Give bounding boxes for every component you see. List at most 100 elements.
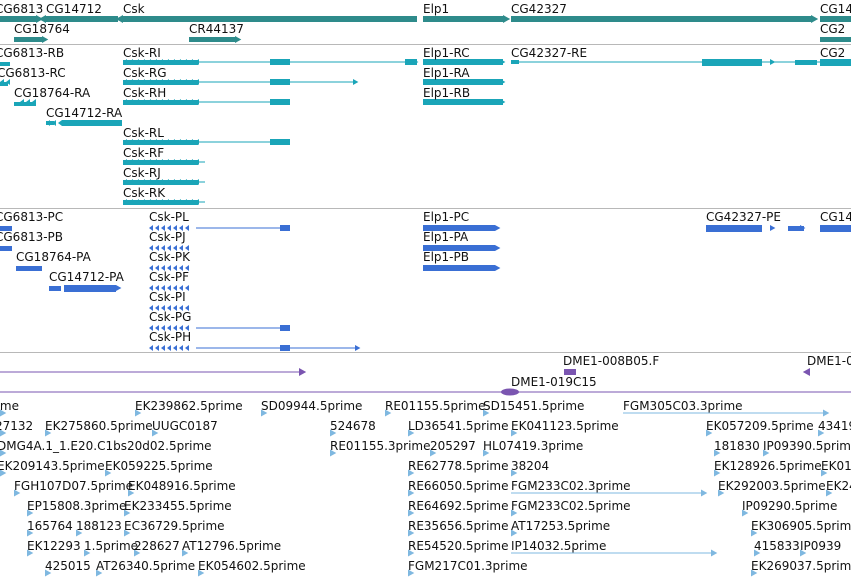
exon-block[interactable]	[706, 225, 762, 232]
exon-chevron[interactable]	[161, 345, 165, 351]
exon-chevron[interactable]	[171, 139, 175, 145]
exon-chevron[interactable]	[141, 79, 145, 85]
feature-label[interactable]: SD09944.5prime	[261, 399, 363, 413]
feature-label[interactable]: EK209143.5prime	[0, 459, 105, 473]
exon-chevron[interactable]	[26, 99, 30, 105]
exon-chevron[interactable]	[483, 265, 487, 271]
exon-chevron[interactable]	[447, 245, 451, 251]
exon-chevron[interactable]	[471, 59, 475, 65]
feature-label[interactable]: Csk	[123, 2, 145, 16]
exon-chevron[interactable]	[129, 199, 133, 205]
feature-label[interactable]: CG42327-PE	[706, 210, 781, 224]
exon-chevron[interactable]	[123, 179, 127, 185]
feature-label[interactable]: prime	[0, 399, 19, 413]
exon-block[interactable]	[270, 59, 290, 65]
exon-chevron[interactable]	[453, 59, 457, 65]
exon-chevron[interactable]	[465, 245, 469, 251]
exon-chevron[interactable]	[477, 99, 481, 105]
exon-chevron[interactable]	[423, 79, 427, 85]
exon-block[interactable]	[511, 60, 519, 64]
feature-label[interactable]: DME1-0	[807, 354, 851, 368]
feature-label[interactable]: CG18764	[14, 22, 70, 36]
exon-chevron[interactable]	[195, 159, 199, 165]
feature-label[interactable]: CG18764-PA	[16, 250, 91, 264]
exon-chevron[interactable]	[179, 245, 183, 251]
exon-chevron[interactable]	[32, 99, 36, 105]
exon-chevron[interactable]	[477, 245, 481, 251]
exon-chevron[interactable]	[129, 99, 133, 105]
feature-label[interactable]: EK041123.5prime	[511, 419, 619, 433]
feature-label[interactable]: 38204	[511, 459, 550, 473]
feature-label[interactable]: Elp1-RB	[423, 86, 471, 100]
exon-chevron[interactable]	[183, 179, 187, 185]
exon-chevron[interactable]	[155, 325, 159, 331]
exon-chevron[interactable]	[429, 79, 433, 85]
feature-label[interactable]: AT17253.5prime	[511, 519, 611, 533]
exon-chevron[interactable]	[159, 159, 163, 165]
feature-label[interactable]: CG6813-RB	[0, 46, 65, 60]
exon-block[interactable]	[702, 59, 762, 66]
feature-label[interactable]: CG14	[820, 2, 851, 16]
exon-chevron[interactable]	[489, 225, 493, 231]
feature-label[interactable]: DMG4A.1_1.E20.C1bs20d02.5prime	[0, 439, 212, 453]
exon-chevron[interactable]	[165, 99, 169, 105]
exon-chevron[interactable]	[179, 265, 183, 271]
gene-bar[interactable]	[820, 37, 851, 42]
feature-label[interactable]: EK12293	[27, 539, 81, 553]
exon-chevron[interactable]	[149, 305, 153, 311]
feature-label[interactable]: CG6813-PB	[0, 230, 64, 244]
exon-chevron[interactable]	[447, 99, 451, 105]
exon-chevron[interactable]	[155, 245, 159, 251]
exon-chevron[interactable]	[183, 79, 187, 85]
exon-chevron[interactable]	[123, 59, 127, 65]
exon-chevron[interactable]	[495, 59, 499, 65]
feature-label[interactable]: DME1-019C15	[511, 375, 597, 389]
exon-chevron[interactable]	[453, 79, 457, 85]
feature-label[interactable]: Csk-PG	[149, 310, 192, 324]
exon-chevron[interactable]	[155, 345, 159, 351]
feature-label[interactable]: Csk-RL	[123, 126, 164, 140]
exon-chevron[interactable]	[173, 325, 177, 331]
exon-chevron[interactable]	[123, 99, 127, 105]
exon-chevron[interactable]	[149, 245, 153, 251]
feature-label[interactable]: 524678	[330, 419, 376, 433]
exon-block[interactable]	[14, 102, 36, 106]
feature-label[interactable]: CG14712-RA	[46, 106, 123, 120]
exon-chevron[interactable]	[159, 179, 163, 185]
gene-bar[interactable]	[820, 16, 851, 22]
exon-chevron[interactable]	[435, 59, 439, 65]
exon-chevron[interactable]	[165, 139, 169, 145]
exon-chevron[interactable]	[185, 265, 189, 271]
exon-chevron[interactable]	[135, 59, 139, 65]
feature-label[interactable]: HL07419.3prime	[483, 439, 584, 453]
exon-block[interactable]	[0, 226, 12, 231]
exon-chevron[interactable]	[195, 179, 199, 185]
exon-block[interactable]	[270, 99, 290, 105]
exon-chevron[interactable]	[147, 139, 151, 145]
exon-block[interactable]	[795, 60, 817, 65]
exon-chevron[interactable]	[167, 225, 171, 231]
exon-chevron[interactable]	[471, 245, 475, 251]
feature-label[interactable]: RE54520.5prime	[408, 539, 509, 553]
exon-chevron[interactable]	[149, 225, 153, 231]
feature-label[interactable]: CG2	[820, 22, 846, 36]
exon-chevron[interactable]	[153, 79, 157, 85]
exon-chevron[interactable]	[183, 139, 187, 145]
exon-block[interactable]	[405, 59, 417, 65]
exon-chevron[interactable]	[465, 79, 469, 85]
exon-chevron[interactable]	[441, 265, 445, 271]
feature-label[interactable]: Csk-PL	[149, 210, 189, 224]
feature-label[interactable]: LD36541.5prime	[408, 419, 509, 433]
exon-chevron[interactable]	[483, 79, 487, 85]
feature-label[interactable]: CG14712	[46, 2, 102, 16]
feature-label[interactable]: EP15808.3prime	[27, 499, 127, 513]
exon-chevron[interactable]	[167, 245, 171, 251]
exon-chevron[interactable]	[173, 305, 177, 311]
exon-chevron[interactable]	[177, 139, 181, 145]
exon-chevron[interactable]	[147, 159, 151, 165]
exon-chevron[interactable]	[489, 245, 493, 251]
exon-chevron[interactable]	[489, 99, 493, 105]
exon-chevron[interactable]	[20, 99, 24, 105]
exon-chevron[interactable]	[441, 79, 445, 85]
exon-chevron[interactable]	[435, 99, 439, 105]
